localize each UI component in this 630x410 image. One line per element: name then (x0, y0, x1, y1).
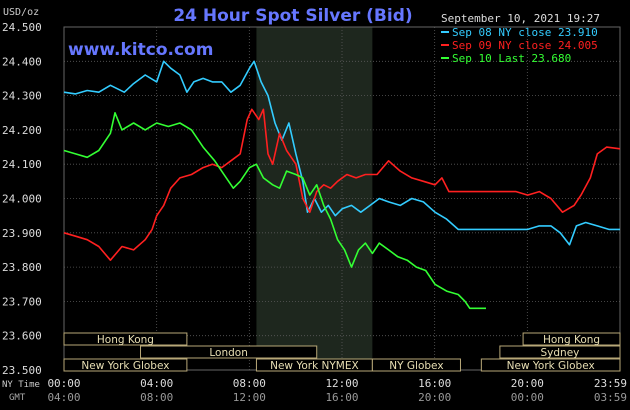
y-tick-label: 24.300 (2, 90, 42, 103)
y-tick-label: 24.500 (2, 21, 42, 34)
x-tick-label-ny: 08:00 (233, 377, 266, 390)
market-session-label: Hong Kong (97, 334, 154, 346)
market-session-bar (63, 332, 188, 346)
y-unit-label: USD/oz (3, 7, 39, 18)
market-session-bar (480, 358, 621, 372)
x-tick-label-gmt: 03:59 (594, 391, 627, 404)
x-tick-label-ny: 20:00 (511, 377, 544, 390)
market-session-label: London (209, 347, 248, 359)
market-session-label: Hong Kong (543, 334, 600, 346)
market-sessions: Hong Kong London New York Globex New York N… (63, 332, 621, 372)
x-tick-label-ny: 12:00 (325, 377, 358, 390)
ny-time-label: NY Time (2, 380, 40, 390)
x-tick-label-gmt: 16:00 (325, 391, 358, 404)
market-session-label: New York Globex (81, 360, 169, 372)
x-tick-label-gmt: 08:00 (140, 391, 173, 404)
gmt-label: GMT (9, 393, 26, 403)
market-session-label: New York Globex (507, 360, 595, 372)
market-session-label: Sydney (541, 347, 580, 359)
x-tick-label-gmt: 12:00 (233, 391, 266, 404)
y-tick-label: 23.700 (2, 295, 42, 308)
market-session-label: NY Globex (389, 360, 443, 372)
market-session-bar (371, 358, 461, 372)
market-session-bar (522, 332, 621, 346)
site-watermark: www.kitco.com (68, 40, 213, 60)
x-tick-label-ny: 00:00 (47, 377, 80, 390)
x-axis-ticks: 00:0004:0004:0008:0008:0012:0012:0016:00… (47, 377, 627, 404)
legend-entry: Sep 08 NY close 23.910 (452, 26, 598, 39)
market-session-bar (499, 345, 621, 359)
x-tick-label-ny: 16:00 (418, 377, 451, 390)
series-line-1 (63, 60, 620, 246)
chart-title: 24 Hour Spot Silver (Bid) (173, 6, 412, 26)
x-tick-label-gmt: 04:00 (47, 391, 80, 404)
y-tick-label: 24.100 (2, 158, 42, 171)
y-axis-ticks: 24.500 24.400 24.300 24.200 24.100 24.000 23.9… (2, 21, 42, 377)
date-label: September 10, 2021 19:27 (441, 12, 600, 25)
market-session-bar (63, 358, 188, 372)
y-tick-label: 24.000 (2, 193, 42, 206)
series-lines (63, 60, 621, 310)
y-tick-label: 24.400 (2, 55, 42, 68)
y-tick-label: 23.600 (2, 330, 42, 343)
x-tick-label-gmt: 00:00 (511, 391, 544, 404)
market-session-bar (140, 345, 318, 359)
x-tick-label-ny: 04:00 (140, 377, 173, 390)
market-session-label: New York NYMEX (270, 360, 359, 372)
y-tick-label: 23.900 (2, 227, 42, 240)
x-tick-label-ny: 23:59 (594, 377, 627, 390)
y-tick-label: 24.200 (2, 124, 42, 137)
series-line-3 (63, 112, 486, 310)
y-tick-label: 23.800 (2, 261, 42, 274)
series-line-2 (63, 108, 621, 261)
y-tick-label: 23.500 (2, 364, 42, 377)
x-tick-label-gmt: 20:00 (418, 391, 451, 404)
legend-entry: Sep 09 NY close 24.005 (452, 39, 598, 52)
legend-entry: Sep 10 Last 23.680 (452, 52, 571, 65)
